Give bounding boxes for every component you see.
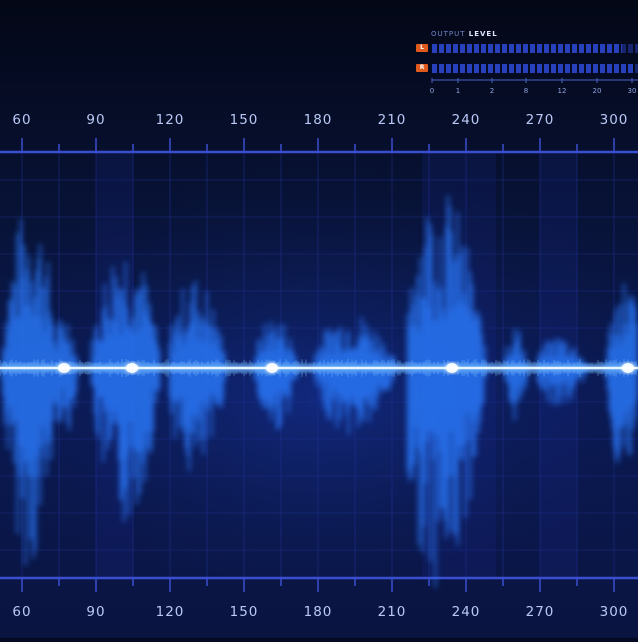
timeline-tick-label: 150 <box>230 112 259 128</box>
timeline-tick-label: 180 <box>304 604 333 620</box>
channel-right-tag: R <box>416 64 428 72</box>
timeline-tick-labels: 60 60 90 90 120 120 150 150 180 180 210 210 240 240 27… <box>12 112 629 620</box>
output-level-title-prefix: OUTPUT <box>431 30 466 38</box>
timeline-tick-label: 240 <box>452 604 481 620</box>
timeline-tick-label: 120 <box>156 112 185 128</box>
timeline-tick-label: 60 <box>12 112 31 128</box>
timeline-tick-label: 180 <box>304 112 333 128</box>
waveform <box>0 195 638 588</box>
output-level-title: OUTPUT LEVEL <box>431 30 498 38</box>
timeline-tick-label: 300 <box>600 112 629 128</box>
channel-left-tag: L <box>416 44 428 52</box>
meter-scale-label: 2 <box>490 87 494 95</box>
timeline-tick-label: 240 <box>452 112 481 128</box>
timeline-tick-label: 150 <box>230 604 259 620</box>
timeline-tick-label: 270 <box>526 112 555 128</box>
output-level-scale: 0 1 2 8 12 20 30 <box>430 78 638 95</box>
timeline-tick-label: 210 <box>378 112 407 128</box>
timeline-tick-label: 90 <box>86 604 105 620</box>
meter-scale-label: 20 <box>593 87 602 95</box>
timeline-tick-label: 300 <box>600 604 629 620</box>
output-level-title-bold: LEVEL <box>468 30 498 38</box>
timeline-axes <box>0 138 638 592</box>
channel-right-meter-fill <box>432 64 634 73</box>
timeline-tick-label: 60 <box>12 604 31 620</box>
meter-scale-label: 8 <box>524 87 528 95</box>
timeline-tick-label: 120 <box>156 604 185 620</box>
channel-left-meter-fill <box>432 44 622 53</box>
timeline-tick-label: 210 <box>378 604 407 620</box>
timeline-tick-label: 90 <box>86 112 105 128</box>
meter-scale-label: 12 <box>558 87 567 95</box>
timeline-tick-label: 270 <box>526 604 555 620</box>
meter-scale-label: 30 <box>628 87 637 95</box>
meter-scale-label: 0 <box>430 87 434 95</box>
meter-scale-label: 1 <box>456 87 460 95</box>
